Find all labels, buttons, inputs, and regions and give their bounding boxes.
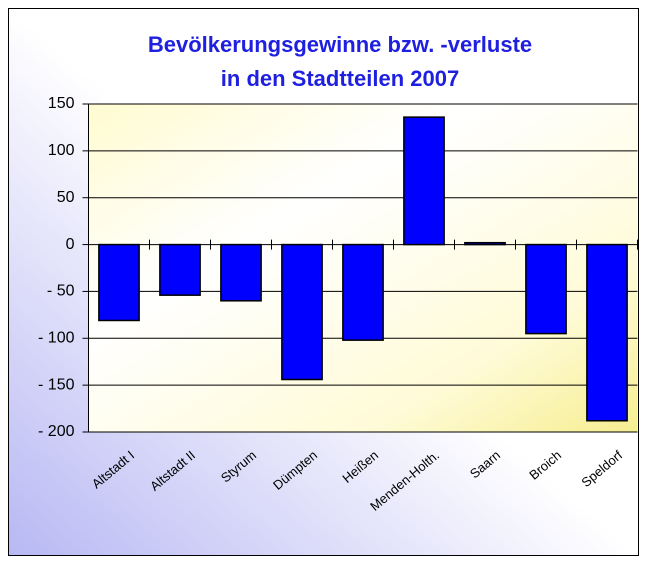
y-tick-label: - 50 [47,283,75,300]
bar [342,243,384,341]
bar [403,116,445,246]
bar [525,243,567,335]
bar [281,243,323,381]
bar [220,243,262,302]
chart-title: Bevölkerungsgewinne bzw. -verluste [148,32,532,57]
bar [464,241,506,246]
y-tick-label: 0 [66,236,75,253]
y-tick-label: - 150 [38,376,75,393]
bar [159,243,201,296]
bar [586,243,628,422]
y-tick-label: - 100 [38,330,75,347]
y-tick-label: - 200 [38,423,75,440]
y-tick-label: 100 [48,142,75,159]
bar [98,243,140,322]
y-tick-label: 150 [48,95,75,112]
chart-title: in den Stadtteilen 2007 [221,66,459,91]
y-tick-label: 50 [57,189,75,206]
